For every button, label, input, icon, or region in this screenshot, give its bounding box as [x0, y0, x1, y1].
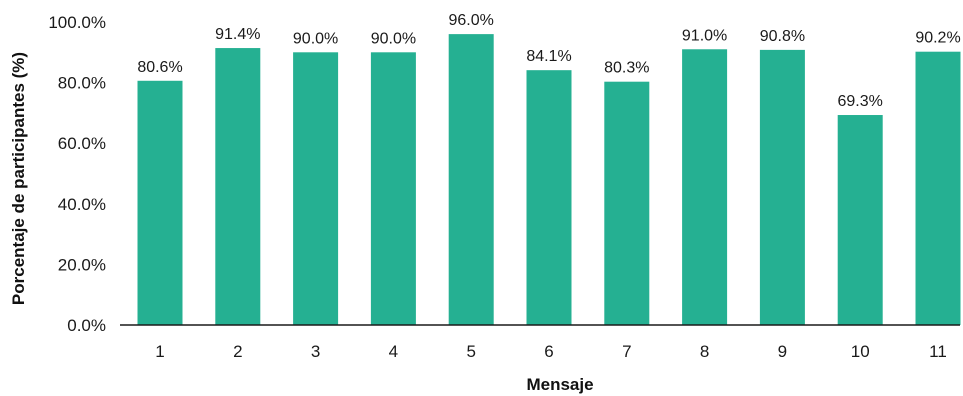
y-tick-label: 100.0%: [48, 13, 106, 32]
x-tick-label: 6: [544, 342, 553, 361]
bar-value-label: 90.0%: [371, 30, 416, 47]
y-tick-label: 0.0%: [67, 316, 106, 335]
y-tick-label: 80.0%: [58, 74, 106, 93]
bar: [759, 49, 805, 325]
y-tick-label: 60.0%: [58, 134, 106, 153]
bar-value-label: 91.0%: [682, 27, 727, 44]
bar: [293, 52, 339, 326]
bar-value-label: 91.4%: [215, 26, 260, 43]
bar-value-label: 90.2%: [915, 30, 960, 47]
bar: [370, 52, 416, 326]
y-axis-ticks: 0.0% 20.0% 40.0% 60.0% 80.0% 100.0%: [48, 13, 106, 335]
x-tick-label: 8: [700, 342, 709, 361]
bar: [137, 80, 183, 325]
bar: [526, 70, 572, 325]
x-tick-label: 10: [851, 342, 870, 361]
bar: [682, 49, 728, 326]
bar: [604, 81, 650, 325]
x-tick-label: 7: [622, 342, 631, 361]
bar-value-label: 96.0%: [449, 12, 494, 29]
bar-value-label: 80.3%: [604, 60, 649, 77]
bar-value-label: 90.0%: [293, 30, 338, 47]
x-axis-title: Mensaje: [526, 375, 593, 394]
bar-value-label: 84.1%: [526, 48, 571, 65]
bar-value-label: 69.3%: [838, 93, 883, 110]
x-tick-label: 2: [233, 342, 242, 361]
y-tick-label: 20.0%: [58, 255, 106, 274]
data-labels: 80.6% 91.4% 90.0% 90.0% 96.0% 84.1% 80.3% 91.0%…: [137, 12, 960, 110]
bar-value-label: 80.6%: [137, 59, 182, 76]
bar: [915, 51, 961, 325]
bar: [837, 115, 883, 326]
x-tick-label: 9: [778, 342, 787, 361]
bars: [137, 34, 961, 326]
x-tick-label: 11: [929, 342, 947, 361]
x-tick-label: 3: [311, 342, 320, 361]
x-axis-ticks: 1 2 3 4 5 6 7 8 9 10 11: [155, 342, 947, 361]
bar-value-label: 90.8%: [760, 28, 805, 45]
x-tick-label: 5: [466, 342, 475, 361]
x-tick-label: 1: [155, 342, 164, 361]
y-axis-title: Porcentaje de participantes (%): [9, 52, 28, 305]
bar: [215, 48, 261, 326]
x-tick-label: 4: [389, 342, 398, 361]
bar: [448, 34, 494, 326]
y-tick-label: 40.0%: [58, 195, 106, 214]
